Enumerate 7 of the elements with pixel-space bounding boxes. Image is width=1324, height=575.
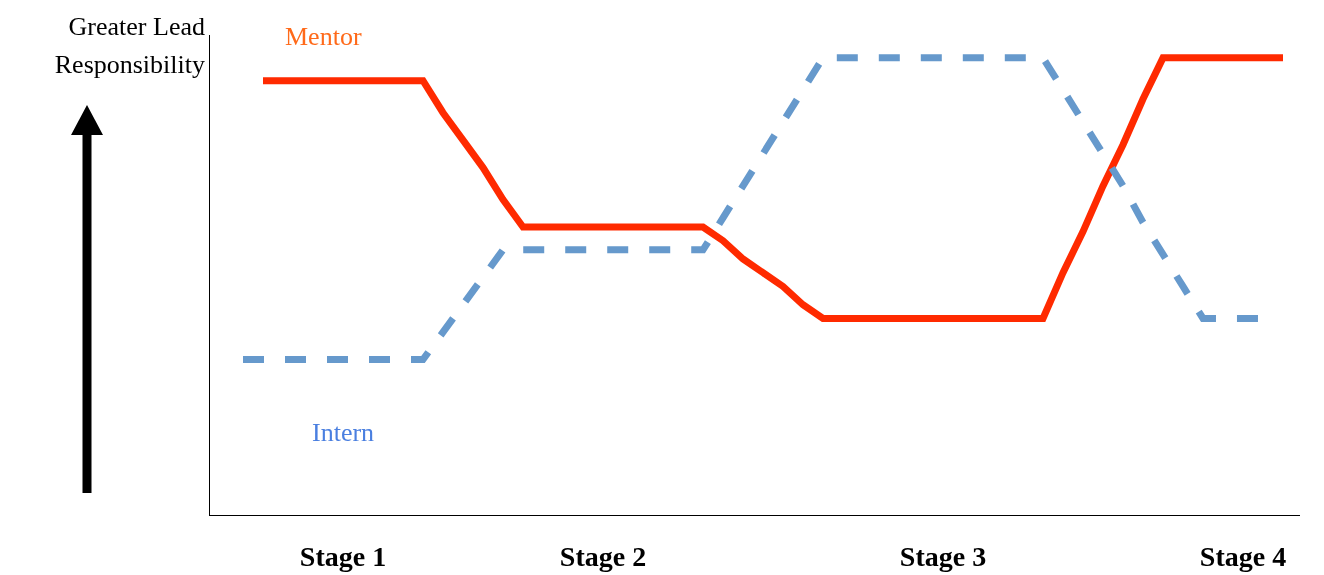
series-label: Mentor (285, 22, 362, 51)
text: Intern (312, 418, 375, 447)
y-axis-title: Greater Lead Responsibility (53, 11, 205, 81)
x-tick-label: Stage 2 (559, 540, 647, 572)
x-tick-label: Stage 4 (1199, 540, 1287, 572)
x-tick-label: Stage 3 (899, 540, 987, 572)
x-tick-label: Stage 1 (299, 540, 387, 572)
